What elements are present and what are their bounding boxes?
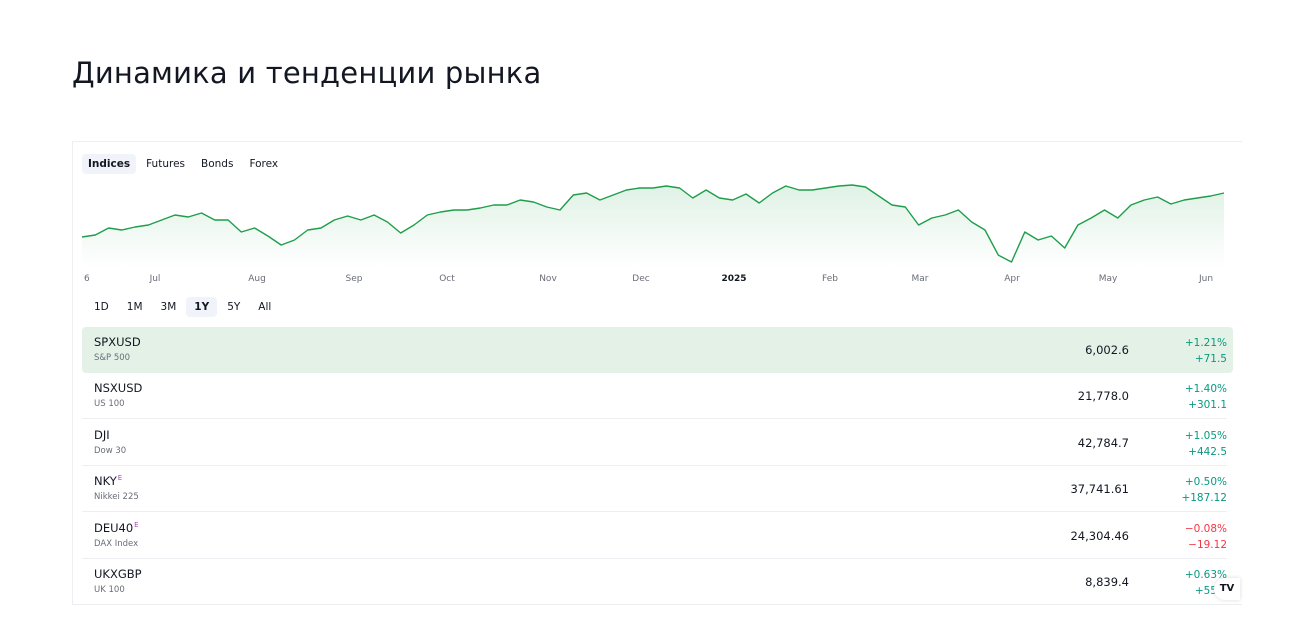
change-value: +442.5 [1188, 446, 1227, 458]
change-percent: +1.21% [1184, 337, 1227, 349]
range-button[interactable]: 5Y [227, 301, 241, 313]
symbol: SPXUSD [94, 335, 141, 349]
table-row[interactable]: SPXUSD S&P 500 6,002.6 +1.21% +71.5 [82, 327, 1233, 373]
instrument-name: Dow 30 [94, 446, 127, 456]
symbol-text: NKY [94, 474, 117, 488]
change: −0.08% −19.12 [1185, 521, 1227, 553]
symbol-text: UKXGBP [94, 567, 142, 581]
x-axis-label: 6 [84, 274, 90, 284]
price: 6,002.6 [1085, 343, 1129, 357]
change-percent: +0.63% [1184, 569, 1227, 581]
tab[interactable]: Indices [82, 154, 137, 174]
table-row[interactable]: DEU40E DAX Index 24,304.46 −0.08% −19.12 [82, 513, 1227, 559]
symbol: NKYE [94, 474, 122, 488]
x-axis-label: Mar [912, 274, 929, 284]
flag: E [134, 521, 139, 530]
symbol: DJI [94, 428, 110, 442]
x-axis-label: Sep [346, 274, 363, 284]
x-axis-label: Aug [248, 274, 266, 284]
x-axis-label: Jun [1198, 274, 1213, 284]
area [82, 185, 1224, 268]
instrument-name: UK 100 [94, 585, 125, 595]
change-percent: +0.50% [1184, 476, 1227, 488]
range-button[interactable]: 3M [160, 301, 177, 313]
x-axis-label: Oct [439, 274, 455, 284]
flag: E [117, 474, 123, 483]
change-percent: −0.08% [1184, 523, 1227, 535]
instrument-name: US 100 [94, 399, 125, 409]
symbol-text: SPXUSD [94, 335, 141, 349]
range-button[interactable]: 1M [126, 301, 143, 313]
symbol-text: DEU40 [94, 521, 134, 535]
table-row[interactable]: NSXUSD US 100 21,778.0 +1.40% +301.1 [82, 373, 1227, 419]
symbol: UKXGBP [94, 567, 142, 581]
range-button[interactable]: 1D [94, 301, 109, 313]
x-axis-label: Nov [539, 274, 557, 284]
range-button[interactable]: 1Y [186, 297, 218, 317]
tab[interactable]: Forex [249, 158, 279, 170]
symbol: NSXUSD [94, 381, 142, 395]
change: +1.21% +71.5 [1185, 335, 1227, 367]
x-axis-label: Apr [1004, 274, 1020, 284]
price: 37,741.61 [1070, 482, 1129, 496]
price: 24,304.46 [1070, 529, 1129, 543]
change-value: −19.12 [1188, 539, 1227, 551]
tab[interactable]: Futures [146, 158, 186, 170]
change: +0.50% +187.12 [1181, 474, 1227, 506]
symbol: DEU40E [94, 521, 139, 535]
change-percent: +1.40% [1184, 383, 1227, 395]
table-row[interactable]: UKXGBP UK 100 8,839.4 +0.63% +55.7 [82, 559, 1227, 605]
x-axis-label: May [1099, 274, 1118, 284]
price: 21,778.0 [1077, 389, 1129, 403]
range-button[interactable]: All [258, 301, 272, 313]
change-value: +187.12 [1181, 492, 1227, 504]
instrument-name: DAX Index [94, 539, 139, 549]
price: 8,839.4 [1085, 575, 1129, 589]
tab-bar: Indices Futures Bonds Forex [82, 154, 284, 174]
table-row[interactable]: NKYE Nikkei 225 37,741.61 +0.50% +187.12 [82, 466, 1227, 512]
x-axis-label: Jul [149, 274, 161, 284]
instrument-name: Nikkei 225 [94, 492, 139, 502]
page-title: Динамика и тенденции рынка [72, 56, 542, 90]
x-axis-label: Dec [632, 274, 649, 284]
table-row[interactable]: DJI Dow 30 42,784.7 +1.05% +442.5 [82, 420, 1227, 466]
line [81, 184, 1225, 263]
instrument-name: S&P 500 [94, 353, 131, 363]
tab[interactable]: Bonds [201, 158, 234, 170]
change: +1.40% +301.1 [1185, 381, 1227, 413]
symbol-text: DJI [94, 428, 110, 442]
x-axis-label: 2025 [721, 274, 746, 284]
change-value: +301.1 [1188, 399, 1227, 411]
x-axis-label: Feb [822, 274, 838, 284]
logo[interactable]: TV [1214, 578, 1240, 600]
change-value: +71.5 [1194, 353, 1227, 365]
change-percent: +1.05% [1184, 430, 1227, 442]
symbol-text: NSXUSD [94, 381, 143, 395]
price: 42,784.7 [1077, 436, 1129, 450]
change: +1.05% +442.5 [1185, 428, 1227, 460]
range-bar: 1D 1M 3M 1Y 5Y All [86, 297, 279, 317]
